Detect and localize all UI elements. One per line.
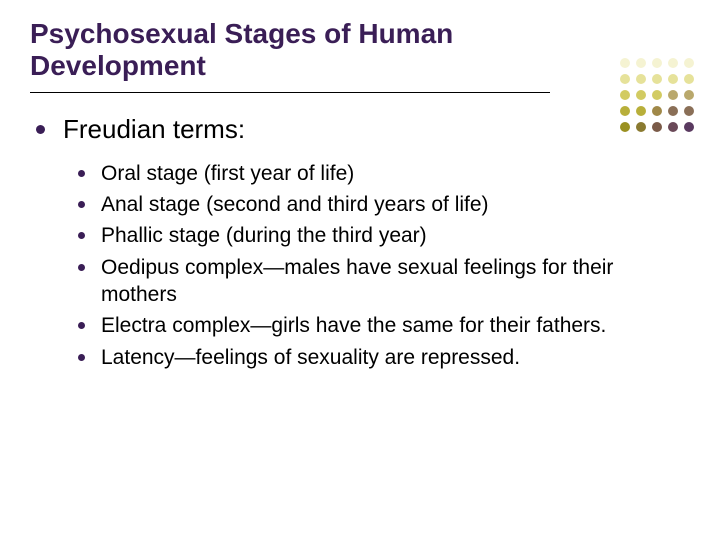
deco-dot (636, 58, 646, 68)
deco-dot (652, 106, 662, 116)
deco-dot (636, 122, 646, 132)
heading-text: Freudian terms: (63, 113, 245, 146)
deco-dot (652, 74, 662, 84)
bullet-icon (78, 322, 85, 329)
deco-dot (636, 106, 646, 116)
deco-dot (652, 90, 662, 100)
list-item: Phallic stage (during the third year) (78, 222, 690, 249)
deco-dot (652, 58, 662, 68)
deco-dot (636, 74, 646, 84)
deco-dot (620, 58, 630, 68)
list-item: Electra complex—girls have the same for … (78, 312, 690, 339)
title-underline (30, 92, 550, 93)
deco-dot (620, 74, 630, 84)
deco-dot (684, 90, 694, 100)
bullet-icon (36, 125, 45, 134)
deco-dot (684, 74, 694, 84)
bullet-icon (78, 201, 85, 208)
list-item: Oedipus complex—males have sexual feelin… (78, 254, 690, 309)
deco-dot (620, 90, 630, 100)
item-text: Oedipus complex—males have sexual feelin… (101, 254, 661, 309)
slide-title: Psychosexual Stages of Human Development (30, 18, 550, 82)
list-item: Oral stage (first year of life) (78, 160, 690, 187)
deco-dot (668, 90, 678, 100)
deco-dot (684, 122, 694, 132)
list-item: Anal stage (second and third years of li… (78, 191, 690, 218)
deco-dot (668, 74, 678, 84)
list-item: Freudian terms: (36, 113, 690, 146)
bullet-icon (78, 354, 85, 361)
decorative-dot-matrix (620, 58, 696, 134)
bullet-level-2: Oral stage (first year of life) Anal sta… (78, 160, 690, 371)
bullet-icon (78, 264, 85, 271)
deco-dot (684, 106, 694, 116)
deco-dot (620, 122, 630, 132)
deco-dot (636, 90, 646, 100)
deco-dot (668, 58, 678, 68)
item-text: Oral stage (first year of life) (101, 160, 354, 187)
deco-dot (652, 122, 662, 132)
slide: Psychosexual Stages of Human Development… (0, 0, 720, 540)
item-text: Electra complex—girls have the same for … (101, 312, 606, 339)
deco-dot (620, 106, 630, 116)
item-text: Anal stage (second and third years of li… (101, 191, 489, 218)
bullet-icon (78, 232, 85, 239)
item-text: Phallic stage (during the third year) (101, 222, 427, 249)
deco-dot (668, 122, 678, 132)
bullet-level-1: Freudian terms: Oral stage (first year o… (36, 113, 690, 371)
list-item: Latency—feelings of sexuality are repres… (78, 344, 690, 371)
bullet-icon (78, 170, 85, 177)
deco-dot (684, 58, 694, 68)
deco-dot (668, 106, 678, 116)
item-text: Latency—feelings of sexuality are repres… (101, 344, 520, 371)
